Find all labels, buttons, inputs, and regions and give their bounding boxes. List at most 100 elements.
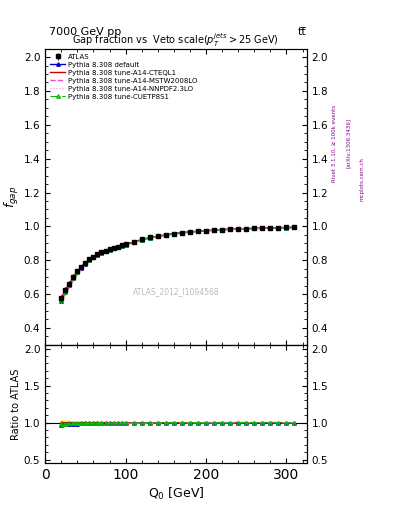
Pythia 8.308 tune-A14-CTEQL1	[252, 225, 257, 231]
Pythia 8.308 tune-CUETP8S1	[63, 289, 68, 295]
Pythia 8.308 tune-A14-NNPDF2.3LO	[91, 256, 96, 262]
Pythia 8.308 tune-A14-CTEQL1	[103, 248, 108, 254]
Pythia 8.308 tune-CUETP8S1	[123, 242, 128, 248]
Pythia 8.308 tune-A14-CTEQL1	[123, 242, 128, 248]
Pythia 8.308 default	[71, 275, 76, 282]
Pythia 8.308 tune-A14-NNPDF2.3LO	[123, 243, 128, 249]
Pythia 8.308 tune-A14-MSTW2008LO	[103, 249, 108, 255]
Pythia 8.308 tune-CUETP8S1	[171, 231, 176, 237]
Pythia 8.308 tune-A14-MSTW2008LO	[115, 245, 120, 251]
Pythia 8.308 default	[163, 232, 168, 238]
Line: Pythia 8.308 tune-A14-MSTW2008LO: Pythia 8.308 tune-A14-MSTW2008LO	[61, 227, 294, 303]
Pythia 8.308 tune-A14-CTEQL1	[67, 281, 72, 287]
Pythia 8.308 tune-A14-CTEQL1	[75, 268, 80, 274]
Pythia 8.308 tune-A14-CTEQL1	[268, 225, 273, 231]
Pythia 8.308 tune-A14-MSTW2008LO	[87, 259, 92, 265]
Pythia 8.308 tune-A14-MSTW2008LO	[107, 247, 112, 253]
Pythia 8.308 tune-A14-NNPDF2.3LO	[59, 301, 64, 307]
Pythia 8.308 tune-A14-CTEQL1	[119, 242, 124, 248]
Pythia 8.308 tune-CUETP8S1	[268, 225, 273, 231]
Pythia 8.308 tune-CUETP8S1	[236, 226, 241, 232]
Pythia 8.308 default	[83, 261, 88, 267]
Pythia 8.308 tune-A14-CTEQL1	[212, 227, 217, 233]
Pythia 8.308 tune-A14-NNPDF2.3LO	[147, 236, 152, 242]
Pythia 8.308 tune-A14-CTEQL1	[140, 237, 144, 243]
Pythia 8.308 default	[268, 225, 273, 231]
Pythia 8.308 default	[220, 227, 224, 233]
Pythia 8.308 tune-A14-MSTW2008LO	[180, 230, 184, 236]
Pythia 8.308 tune-A14-NNPDF2.3LO	[87, 259, 92, 265]
Pythia 8.308 tune-A14-NNPDF2.3LO	[99, 251, 104, 258]
Pythia 8.308 tune-A14-MSTW2008LO	[171, 231, 176, 237]
Pythia 8.308 tune-A14-MSTW2008LO	[59, 300, 64, 306]
Line: Pythia 8.308 tune-A14-CTEQL1: Pythia 8.308 tune-A14-CTEQL1	[61, 227, 294, 298]
Pythia 8.308 tune-CUETP8S1	[147, 235, 152, 241]
Pythia 8.308 tune-A14-NNPDF2.3LO	[204, 228, 208, 234]
Text: tt̅: tt̅	[298, 27, 307, 37]
Pythia 8.308 tune-A14-NNPDF2.3LO	[220, 227, 224, 233]
Pythia 8.308 tune-CUETP8S1	[252, 225, 257, 231]
Pythia 8.308 tune-CUETP8S1	[71, 275, 76, 281]
Pythia 8.308 tune-CUETP8S1	[83, 260, 88, 266]
Pythia 8.308 tune-A14-CTEQL1	[83, 260, 88, 266]
Pythia 8.308 tune-CUETP8S1	[187, 229, 192, 235]
Pythia 8.308 tune-A14-CTEQL1	[147, 234, 152, 241]
Pythia 8.308 tune-A14-NNPDF2.3LO	[244, 226, 249, 232]
Pythia 8.308 tune-CUETP8S1	[59, 297, 64, 303]
Pythia 8.308 tune-CUETP8S1	[292, 224, 297, 230]
Pythia 8.308 tune-A14-NNPDF2.3LO	[163, 232, 168, 239]
Pythia 8.308 default	[140, 237, 144, 243]
Pythia 8.308 tune-A14-NNPDF2.3LO	[268, 225, 273, 231]
Pythia 8.308 default	[180, 230, 184, 236]
Text: 7000 GeV pp: 7000 GeV pp	[49, 27, 121, 37]
Pythia 8.308 tune-A14-MSTW2008LO	[187, 229, 192, 236]
Pythia 8.308 tune-A14-NNPDF2.3LO	[236, 226, 241, 232]
Text: mcplots.cern.ch: mcplots.cern.ch	[360, 157, 365, 201]
Pythia 8.308 default	[63, 289, 68, 295]
Pythia 8.308 tune-A14-MSTW2008LO	[91, 255, 96, 262]
Pythia 8.308 tune-A14-NNPDF2.3LO	[180, 230, 184, 236]
Pythia 8.308 tune-A14-NNPDF2.3LO	[107, 248, 112, 254]
Pythia 8.308 tune-A14-NNPDF2.3LO	[292, 224, 297, 230]
Pythia 8.308 tune-A14-CTEQL1	[115, 244, 120, 250]
Pythia 8.308 tune-CUETP8S1	[67, 282, 72, 288]
Pythia 8.308 tune-A14-CTEQL1	[107, 246, 112, 252]
Pythia 8.308 tune-A14-CTEQL1	[260, 225, 264, 231]
Y-axis label: Ratio to ATLAS: Ratio to ATLAS	[11, 369, 21, 440]
Pythia 8.308 tune-CUETP8S1	[284, 224, 289, 230]
Pythia 8.308 tune-CUETP8S1	[244, 226, 249, 232]
Pythia 8.308 tune-A14-MSTW2008LO	[292, 224, 297, 230]
Pythia 8.308 tune-A14-NNPDF2.3LO	[252, 225, 257, 231]
Pythia 8.308 default	[111, 245, 116, 251]
Pythia 8.308 tune-A14-MSTW2008LO	[119, 243, 124, 249]
Pythia 8.308 tune-A14-MSTW2008LO	[131, 240, 136, 246]
Pythia 8.308 tune-A14-NNPDF2.3LO	[131, 240, 136, 246]
Pythia 8.308 tune-A14-MSTW2008LO	[228, 226, 233, 232]
Pythia 8.308 tune-A14-CTEQL1	[63, 287, 68, 293]
Pythia 8.308 tune-CUETP8S1	[140, 237, 144, 243]
Pythia 8.308 default	[196, 228, 200, 234]
Pythia 8.308 tune-A14-CTEQL1	[71, 274, 76, 280]
Pythia 8.308 default	[107, 247, 112, 253]
Pythia 8.308 tune-A14-MSTW2008LO	[79, 266, 84, 272]
Pythia 8.308 tune-A14-MSTW2008LO	[95, 253, 100, 259]
Pythia 8.308 tune-A14-CTEQL1	[91, 253, 96, 260]
Pythia 8.308 tune-A14-NNPDF2.3LO	[171, 231, 176, 237]
Pythia 8.308 tune-A14-MSTW2008LO	[99, 251, 104, 257]
Pythia 8.308 tune-A14-MSTW2008LO	[147, 236, 152, 242]
Pythia 8.308 default	[123, 242, 128, 248]
Pythia 8.308 tune-A14-CTEQL1	[99, 249, 104, 255]
Pythia 8.308 tune-A14-MSTW2008LO	[220, 227, 224, 233]
Text: Rivet 3.1.10, ≥ 100k events: Rivet 3.1.10, ≥ 100k events	[332, 105, 337, 182]
Pythia 8.308 tune-CUETP8S1	[119, 243, 124, 249]
Text: [arXiv:1306.3436]: [arXiv:1306.3436]	[346, 118, 351, 168]
Pythia 8.308 tune-CUETP8S1	[103, 248, 108, 254]
Pythia 8.308 tune-CUETP8S1	[95, 252, 100, 258]
Pythia 8.308 default	[87, 257, 92, 263]
Pythia 8.308 tune-A14-NNPDF2.3LO	[115, 245, 120, 251]
Pythia 8.308 tune-CUETP8S1	[163, 232, 168, 238]
Pythia 8.308 default	[103, 248, 108, 254]
Pythia 8.308 tune-A14-CTEQL1	[276, 225, 281, 231]
Pythia 8.308 tune-A14-MSTW2008LO	[63, 291, 68, 297]
Line: Pythia 8.308 default: Pythia 8.308 default	[60, 226, 296, 303]
